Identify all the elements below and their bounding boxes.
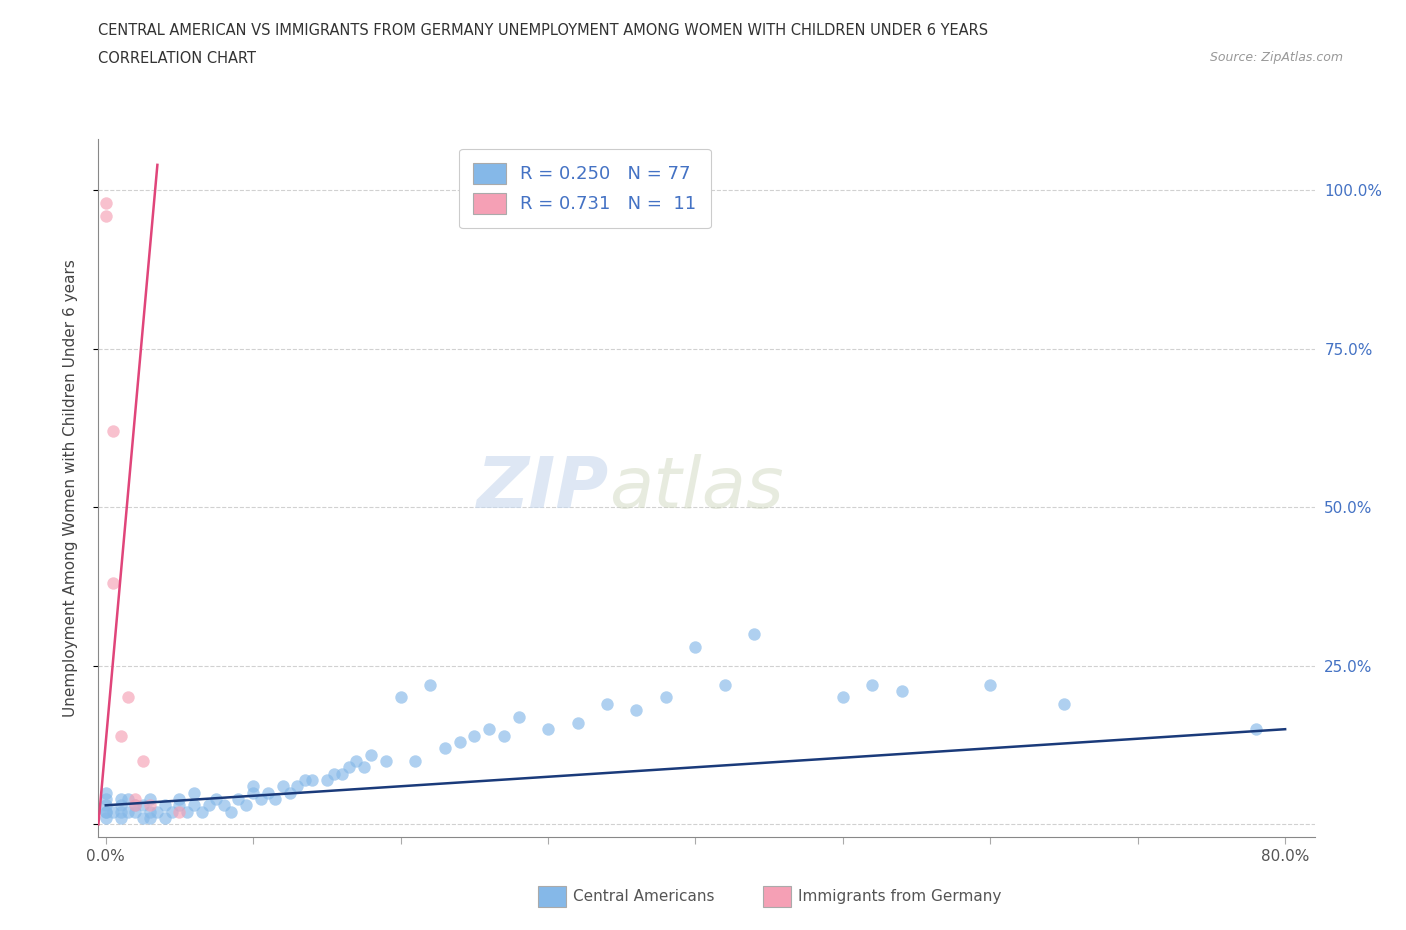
Point [153, 811, 176, 826]
Point [110, 791, 132, 806]
Point [242, 778, 264, 793]
Point [212, 798, 235, 813]
Point [228, 791, 250, 806]
Point [353, 760, 375, 775]
Point [183, 785, 205, 800]
Point [101, 804, 124, 819]
Point [419, 677, 441, 692]
Point [117, 804, 139, 819]
Text: Source: ZipAtlas.com: Source: ZipAtlas.com [1209, 51, 1343, 64]
Point [404, 753, 426, 768]
Text: Immigrants from Germany: Immigrants from Germany [799, 889, 1001, 904]
Point [131, 798, 153, 813]
Point [287, 778, 309, 793]
Point [979, 677, 1001, 692]
Point [169, 791, 191, 806]
Point [94, 208, 117, 223]
Point [160, 804, 183, 819]
Text: Central Americans: Central Americans [574, 889, 714, 904]
Point [146, 804, 169, 819]
Point [249, 791, 271, 806]
Point [169, 804, 191, 819]
Point [374, 753, 396, 768]
Text: CENTRAL AMERICAN VS IMMIGRANTS FROM GERMANY UNEMPLOYMENT AMONG WOMEN WITH CHILDR: CENTRAL AMERICAN VS IMMIGRANTS FROM GERM… [98, 23, 988, 38]
Point [449, 735, 471, 750]
Point [131, 811, 153, 826]
Point [242, 785, 264, 800]
Point [124, 791, 146, 806]
Point [264, 791, 287, 806]
Point [117, 690, 139, 705]
Point [714, 677, 737, 692]
Point [124, 798, 146, 813]
Point [110, 804, 132, 819]
Point [124, 804, 146, 819]
Point [198, 798, 221, 813]
Point [94, 785, 117, 800]
Point [271, 778, 294, 793]
Point [655, 690, 678, 705]
Point [508, 709, 530, 724]
Point [190, 804, 212, 819]
Point [294, 773, 316, 788]
Point [205, 791, 228, 806]
Point [139, 791, 162, 806]
Point [94, 811, 117, 826]
Point [316, 773, 339, 788]
Point [94, 804, 117, 819]
Point [389, 690, 412, 705]
Point [235, 798, 257, 813]
Point [101, 576, 124, 591]
Point [433, 741, 456, 756]
Point [278, 785, 301, 800]
Point [117, 791, 139, 806]
Point [890, 684, 912, 698]
Point [176, 804, 198, 819]
Point [492, 728, 515, 743]
Point [463, 728, 485, 743]
Legend: R = 0.250   N = 77, R = 0.731   N =  11: R = 0.250 N = 77, R = 0.731 N = 11 [458, 149, 711, 228]
Point [537, 722, 560, 737]
Point [94, 798, 117, 813]
Point [831, 690, 853, 705]
Point [219, 804, 242, 819]
Point [183, 798, 205, 813]
Point [110, 811, 132, 826]
Point [153, 798, 176, 813]
Point [110, 798, 132, 813]
Point [101, 424, 124, 439]
Point [139, 811, 162, 826]
Point [360, 747, 382, 762]
Point [478, 722, 501, 737]
Point [626, 703, 648, 718]
Point [1244, 722, 1267, 737]
Point [596, 697, 619, 711]
Point [94, 791, 117, 806]
Point [169, 798, 191, 813]
Point [330, 766, 353, 781]
Point [257, 785, 280, 800]
Point [301, 773, 323, 788]
Text: atlas: atlas [609, 454, 783, 523]
Point [344, 753, 367, 768]
Point [110, 728, 132, 743]
Point [860, 677, 883, 692]
Point [94, 195, 117, 210]
Point [124, 798, 146, 813]
Point [94, 804, 117, 819]
Point [337, 760, 360, 775]
Y-axis label: Unemployment Among Women with Children Under 6 years: Unemployment Among Women with Children U… [63, 259, 77, 717]
Point [744, 627, 766, 642]
Point [139, 798, 162, 813]
Point [1053, 697, 1076, 711]
Point [139, 804, 162, 819]
Text: ZIP: ZIP [477, 454, 609, 523]
Point [567, 715, 589, 730]
Text: CORRELATION CHART: CORRELATION CHART [98, 51, 256, 66]
Point [323, 766, 346, 781]
Point [685, 639, 707, 654]
Point [131, 753, 153, 768]
